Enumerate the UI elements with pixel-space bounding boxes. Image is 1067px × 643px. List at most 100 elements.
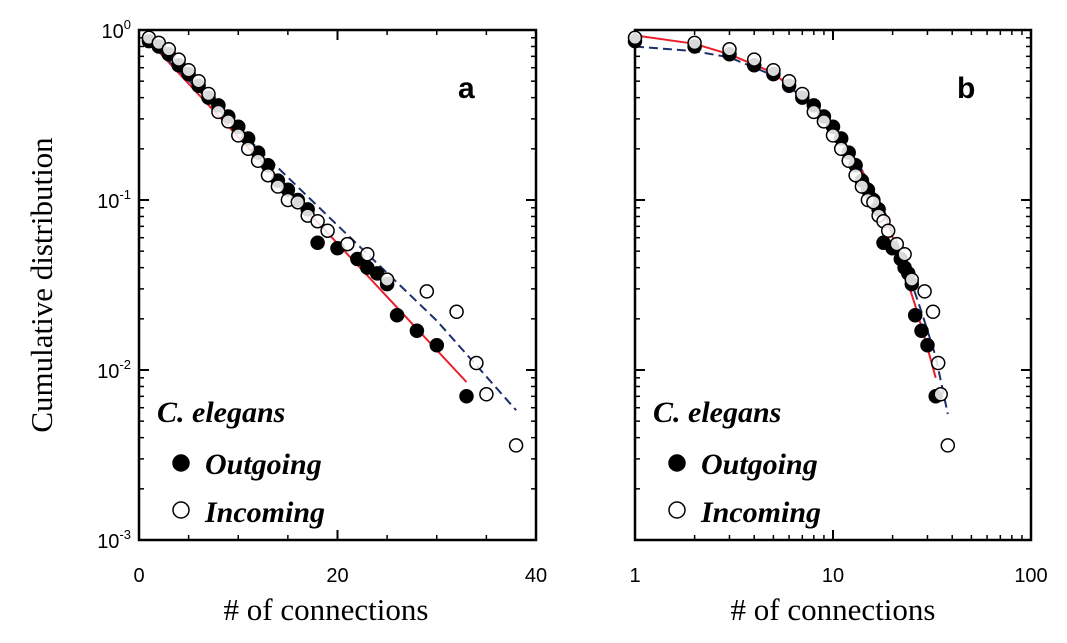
y-tick-base: 10 xyxy=(97,361,119,383)
incoming-point xyxy=(766,62,781,78)
dashed-fit-line xyxy=(634,45,949,415)
panel-b-points xyxy=(627,30,956,453)
incoming-point xyxy=(841,153,856,169)
incoming-point xyxy=(250,153,266,169)
x-tick-label: 0 xyxy=(133,565,144,587)
y-tick-base: 10 xyxy=(97,191,119,213)
y-axis-title: Cumulative distribution xyxy=(24,137,59,433)
outgoing-point xyxy=(907,307,923,323)
outgoing-point xyxy=(459,389,474,404)
panel-b-x-axis-title: # of connections xyxy=(731,592,936,627)
incoming-point xyxy=(889,236,905,252)
outgoing-point xyxy=(429,337,445,353)
outgoing-point xyxy=(920,337,935,353)
incoming-point xyxy=(360,246,375,262)
incoming-point xyxy=(469,355,484,371)
outgoing-point xyxy=(389,307,405,323)
outgoing-point xyxy=(409,323,425,339)
incoming-point xyxy=(746,52,762,67)
incoming-point xyxy=(940,438,956,453)
incoming-point xyxy=(310,213,325,229)
legend-outgoing-label: Outgoing xyxy=(205,448,322,481)
incoming-point xyxy=(379,272,395,287)
legend-outgoing-marker xyxy=(172,454,190,472)
incoming-point xyxy=(627,30,643,46)
incoming-point xyxy=(880,223,896,238)
x-tick-label: 100 xyxy=(1014,565,1047,587)
incoming-point xyxy=(171,52,186,67)
incoming-point xyxy=(191,73,206,89)
incoming-point xyxy=(419,284,435,299)
incoming-point xyxy=(161,42,177,57)
panel-a-letter: a xyxy=(458,72,475,105)
y-tick-exponent: -3 xyxy=(119,527,131,542)
y-tick-base: 10 xyxy=(102,21,124,43)
incoming-point xyxy=(340,236,355,252)
y-tick-base: 10 xyxy=(97,531,119,553)
panel-b-ticks: 1 10 100 xyxy=(629,29,1048,587)
incoming-point xyxy=(270,179,286,194)
incoming-point xyxy=(479,387,494,402)
legend-title: C. elegans xyxy=(157,396,285,429)
x-tick-label: 40 xyxy=(525,565,547,587)
incoming-point xyxy=(221,114,236,129)
incoming-point xyxy=(866,194,881,210)
y-tick-exponent: -1 xyxy=(119,187,131,202)
incoming-point xyxy=(917,284,932,299)
incoming-point xyxy=(722,42,737,57)
legend-incoming-label: Incoming xyxy=(204,496,325,529)
legend-incoming-marker xyxy=(172,501,190,519)
incoming-point xyxy=(848,167,863,183)
incoming-point xyxy=(854,179,870,194)
legend-outgoing-label: Outgoing xyxy=(701,448,818,481)
dashed-fit-line xyxy=(148,40,517,411)
outgoing-point xyxy=(914,323,929,339)
panel-a-points xyxy=(141,30,524,453)
incoming-point xyxy=(897,246,912,262)
y-tick-label: 10-1 xyxy=(97,187,131,213)
x-tick-label: 20 xyxy=(326,565,348,587)
y-tick-label: 100 xyxy=(102,17,131,43)
incoming-point xyxy=(933,387,948,402)
incoming-point xyxy=(320,223,335,238)
incoming-point xyxy=(508,438,524,453)
incoming-point xyxy=(795,86,810,102)
incoming-point xyxy=(816,114,832,129)
incoming-point xyxy=(231,128,246,143)
incoming-point xyxy=(211,104,226,120)
panel-b-letter: b xyxy=(957,72,975,105)
incoming-point xyxy=(181,62,196,78)
x-tick-label: 1 xyxy=(629,565,640,587)
incoming-point xyxy=(240,141,256,157)
incoming-point xyxy=(781,73,797,89)
panel-b-frame xyxy=(633,28,1033,542)
y-tick-label: 10-2 xyxy=(97,357,131,383)
panel-a-legend: C. elegans Outgoing Incoming xyxy=(157,396,325,529)
legend-incoming-label: Incoming xyxy=(700,496,821,529)
x-tick-label: 10 xyxy=(822,565,844,587)
incoming-point xyxy=(806,104,822,120)
incoming-point xyxy=(904,272,920,287)
legend-title: C. elegans xyxy=(653,396,781,429)
incoming-point xyxy=(290,194,306,210)
legend-incoming-marker xyxy=(668,501,686,519)
y-tick-exponent: -2 xyxy=(119,357,131,372)
incoming-point xyxy=(201,86,216,102)
incoming-point xyxy=(260,167,276,183)
incoming-point xyxy=(825,128,841,143)
panel-b: 1 10 100 b C. elegans Outgoing Incoming xyxy=(627,28,1048,587)
incoming-point xyxy=(930,355,946,371)
y-tick-label: 10-3 xyxy=(97,527,131,553)
outgoing-point xyxy=(310,235,325,251)
incoming-point xyxy=(151,35,167,51)
incoming-point xyxy=(687,35,702,51)
panel-a-frame xyxy=(137,28,538,542)
legend-outgoing-marker xyxy=(668,454,686,472)
y-tick-exponent: 0 xyxy=(124,17,131,32)
incoming-point xyxy=(449,304,464,320)
incoming-point xyxy=(925,304,941,320)
incoming-point xyxy=(833,141,849,157)
